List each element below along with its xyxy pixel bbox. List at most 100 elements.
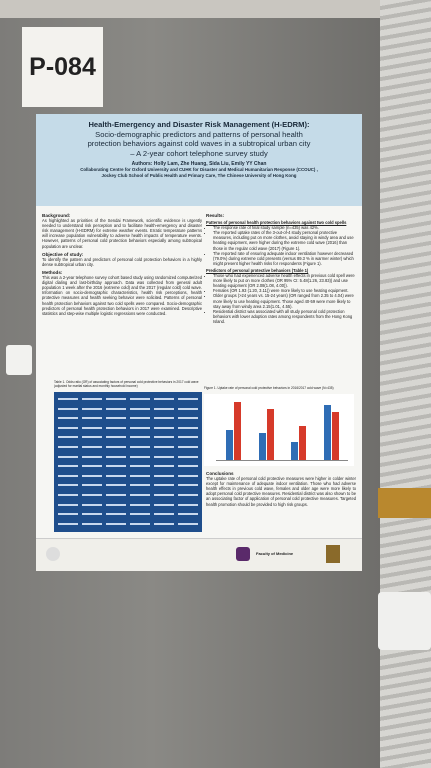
- table-cell: [82, 417, 102, 420]
- table-cell: [58, 417, 78, 420]
- section-heading: Conclusions: [206, 471, 234, 476]
- table-cell: [58, 398, 78, 400]
- table-cell: [82, 398, 102, 400]
- cup: [6, 345, 32, 375]
- table-cell: [82, 426, 102, 429]
- table-cell: [106, 417, 126, 420]
- table-cell: [178, 446, 198, 448]
- table-cell: [154, 407, 174, 410]
- table-cell: [178, 436, 198, 439]
- table-cell: [106, 465, 126, 468]
- section-heading: Background:: [42, 213, 71, 218]
- table-cell: [106, 484, 126, 487]
- table-cell: [82, 436, 102, 439]
- table-cell: [82, 494, 102, 496]
- table-cell: [58, 503, 78, 506]
- table-cell: [82, 407, 102, 410]
- table-cell: [130, 426, 150, 429]
- table-cell: [106, 522, 126, 525]
- table-cell: [154, 398, 174, 400]
- table-cell: [82, 484, 102, 487]
- logo: [236, 547, 250, 561]
- table-cell: [130, 484, 150, 487]
- logo: [326, 545, 340, 563]
- bullet: Residential district was associated with…: [213, 309, 356, 324]
- table-cell: [178, 503, 198, 506]
- table-cell: [130, 522, 150, 525]
- table-cell: [178, 494, 198, 496]
- table-caption: Table 1. Odds ratio (OR) of associating …: [54, 380, 199, 388]
- subheading: Predictors of personal protective behavi…: [206, 267, 309, 273]
- logo: [46, 547, 60, 561]
- logo-text: Faculty of Medicine: [256, 551, 294, 556]
- title-line: – A 2-year cohort telephone survey study: [130, 148, 268, 158]
- title-line: protection behaviors against cold waves …: [87, 139, 311, 149]
- section-heading: Methods:: [42, 269, 63, 275]
- table-cell: [82, 474, 102, 477]
- table-cell: [130, 474, 150, 477]
- table-cell: [178, 513, 198, 516]
- bar: [299, 426, 307, 460]
- figure-caption: Figure 1. Uptake rate of personal cold p…: [204, 386, 334, 390]
- sign: [378, 592, 431, 650]
- table-cell: [154, 426, 174, 429]
- bullet-list: Those who had experienced adverse health…: [206, 273, 356, 324]
- board-label: P-084: [22, 27, 103, 107]
- table-cell: [154, 494, 174, 496]
- affiliation-line: Collaborating Centre for Oxford Universi…: [80, 167, 318, 173]
- table-cell: [154, 503, 174, 506]
- table-cell: [154, 455, 174, 458]
- table-cell: [154, 465, 174, 468]
- table-cell: [58, 465, 78, 468]
- table-cell: [130, 407, 150, 410]
- section-heading: Results:: [206, 213, 225, 218]
- table-cell: [154, 436, 174, 439]
- table-cell: [130, 465, 150, 468]
- title-line: Socio-demographic predictors and pattern…: [95, 129, 303, 139]
- table-cell: [178, 407, 198, 410]
- table-cell: [58, 426, 78, 429]
- bar: [291, 442, 299, 460]
- bar: [258, 433, 266, 460]
- bullet: Older groups (>24 years vs. 15-24 years)…: [213, 293, 356, 308]
- table-cell: [82, 465, 102, 468]
- section-text: The uptake rate of personal cold protect…: [206, 476, 356, 507]
- bar: [331, 411, 339, 460]
- left-column: Background: As highlighted as priorities …: [42, 210, 202, 316]
- table-cell: [154, 474, 174, 477]
- table-cell: [106, 494, 126, 496]
- wall: [380, 0, 431, 768]
- table: [54, 392, 202, 532]
- table-cell: [58, 474, 78, 477]
- section-heading: Objective of study:: [42, 251, 84, 257]
- bullet: Females (OR 1.93 (1.20, 3.11)) were more…: [213, 288, 356, 293]
- table-cell: [58, 455, 78, 458]
- table-cell: [154, 513, 174, 516]
- table-cell: [82, 455, 102, 458]
- table-cell: [106, 513, 126, 516]
- table-cell: [154, 446, 174, 448]
- bullet: The reported rate of ensuring adequate i…: [213, 251, 356, 266]
- table-cell: [58, 407, 78, 410]
- figure: [204, 394, 354, 466]
- bullet: The response rate of final study sample …: [213, 225, 356, 230]
- table-cell: [130, 503, 150, 506]
- table-cell: [58, 494, 78, 496]
- bar: [226, 430, 234, 460]
- section-text: To identify the pattern and predictors o…: [42, 256, 202, 267]
- table-cell: [106, 503, 126, 506]
- table-cell: [82, 522, 102, 525]
- table-cell: [82, 503, 102, 506]
- right-column: Results: Patterns of personal health prot…: [206, 210, 356, 324]
- title-line: Health-Emergency and Disaster Risk Manag…: [88, 120, 310, 129]
- bar: [266, 409, 274, 460]
- poster-header: Health-Emergency and Disaster Risk Manag…: [36, 114, 362, 206]
- table-cell: [106, 474, 126, 477]
- table-cell: [130, 494, 150, 496]
- table-cell: [106, 426, 126, 429]
- table-cell: [130, 398, 150, 400]
- section-text: As highlighted as priorities of the Send…: [42, 218, 202, 249]
- table-cell: [130, 417, 150, 420]
- table-cell: [178, 455, 198, 458]
